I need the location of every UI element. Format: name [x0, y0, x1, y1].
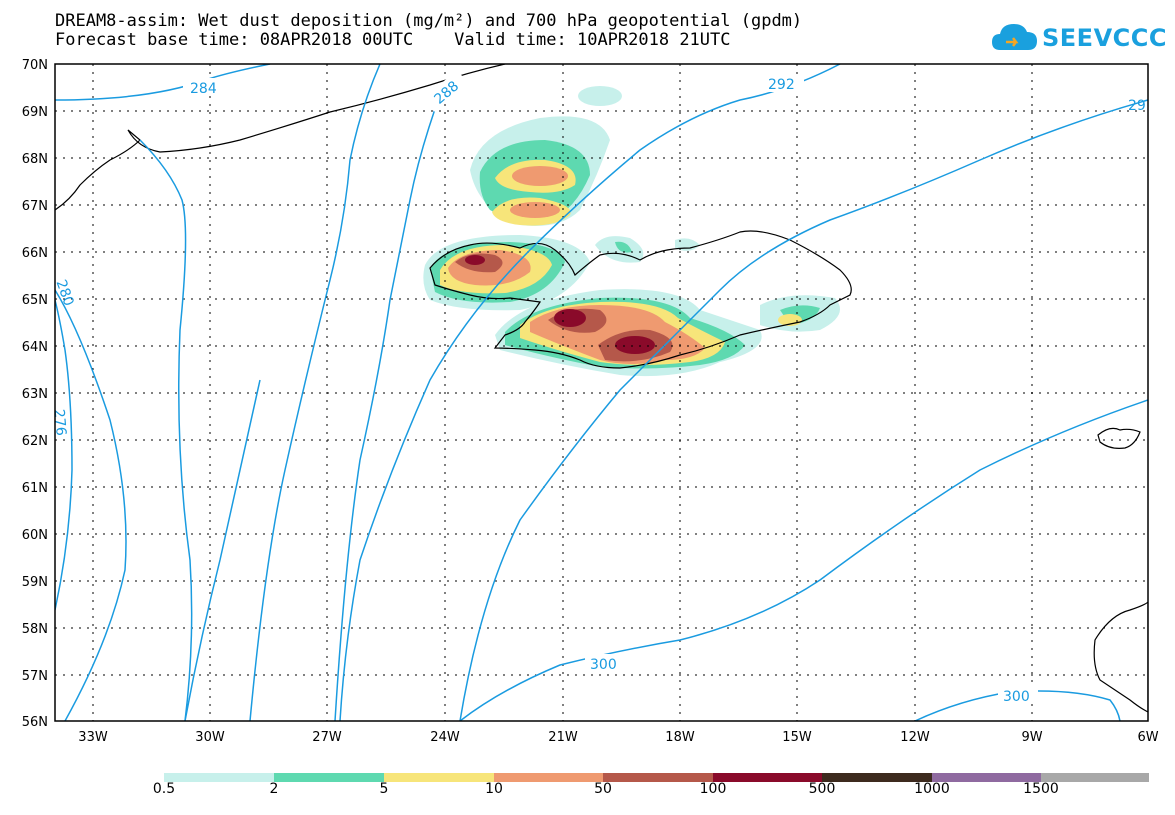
legend-swatch-5: [713, 773, 822, 782]
lon-label: 30W: [195, 730, 225, 745]
contour-label-292: 292: [768, 77, 795, 93]
legend-swatch-6: [822, 773, 932, 782]
logo-text: SEEVCCC: [1042, 24, 1167, 52]
lon-label: 24W: [430, 730, 460, 745]
map-frame: [54, 63, 1149, 722]
lon-label: 33W: [78, 730, 108, 745]
seevccc-logo: SEEVCCC: [990, 20, 1167, 56]
lat-label: 64N: [22, 340, 48, 355]
legend-label: 1500: [1023, 781, 1059, 797]
lon-label: 18W: [665, 730, 695, 745]
contour-label-300b: 300: [1003, 689, 1030, 705]
lat-label: 61N: [22, 481, 48, 496]
shade-level-100: [465, 255, 655, 354]
legend-swatch-3: [494, 773, 603, 782]
legend-label: 5: [379, 781, 389, 797]
lon-label: 15W: [782, 730, 812, 745]
legend-label: 1000: [914, 781, 950, 797]
legend-label: 0.5: [152, 781, 176, 797]
iceland-coast: [429, 230, 852, 369]
lat-label: 59N: [22, 575, 48, 590]
contour-label-300: 300: [590, 657, 617, 673]
lat-label: 67N: [22, 199, 48, 214]
lat-label: 65N: [22, 293, 48, 308]
coastlines: [55, 64, 1148, 713]
lon-label: 6W: [1137, 730, 1158, 745]
contour-280-a: [55, 289, 127, 721]
longitude-labels: 33W 30W 27W 24W 21W 18W 15W 12W 9W 6W: [78, 730, 1158, 745]
lat-label: 69N: [22, 105, 48, 120]
contour-label-29: 29: [1128, 98, 1146, 114]
legend-swatch-7: [932, 773, 1041, 782]
legend-label: 100: [699, 781, 727, 797]
contour-300b: [914, 690, 1121, 721]
geopotential-contours: [55, 64, 1148, 721]
lat-label: 63N: [22, 387, 48, 402]
contour-292: [339, 64, 841, 721]
lat-label: 56N: [22, 715, 48, 730]
faroe-coast: [1097, 427, 1141, 449]
legend-swatch-2: [384, 773, 494, 782]
legend-label: 2: [269, 781, 279, 797]
legend-swatch-8: [1041, 773, 1149, 782]
contour-296: [459, 99, 1148, 721]
lon-label: 12W: [900, 730, 930, 745]
contour-288: [249, 64, 381, 721]
contour-276: [55, 299, 73, 611]
lon-label: 21W: [548, 730, 578, 745]
lat-label: 70N: [22, 58, 48, 73]
contour-label-276: 276: [51, 408, 69, 436]
contour-label-284: 284: [190, 81, 217, 97]
contour-284b: [184, 379, 261, 721]
lat-label: 62N: [22, 434, 48, 449]
lat-label: 58N: [22, 622, 48, 637]
legend-swatch-0: [164, 773, 274, 782]
contour-300: [459, 399, 1148, 721]
latitude-labels: 70N 69N 68N 67N 66N 65N 64N 63N 62N 61N …: [22, 58, 48, 730]
greenland-coast: [55, 64, 506, 211]
legend-swatch-1: [274, 773, 384, 782]
legend-label: 10: [485, 781, 503, 797]
legend-label: 50: [594, 781, 612, 797]
legend-label: 500: [808, 781, 836, 797]
lat-label: 68N: [22, 152, 48, 167]
map-title-line1: DREAM8-assim: Wet dust deposition (mg/m²…: [55, 11, 803, 31]
lat-label: 66N: [22, 246, 48, 261]
lon-label: 27W: [312, 730, 342, 745]
lat-label: 57N: [22, 669, 48, 684]
cloud-icon: [992, 24, 1037, 50]
map-title-line2: Forecast base time: 08APR2018 00UTC Vali…: [55, 30, 731, 50]
contour-288b: [334, 94, 441, 721]
dust-deposition-field: [423, 86, 840, 377]
scotland-coast: [1093, 601, 1148, 713]
lon-label: 9W: [1021, 730, 1042, 745]
graticule: [55, 64, 1148, 721]
lat-label: 60N: [22, 528, 48, 543]
legend-swatch-4: [603, 773, 713, 782]
